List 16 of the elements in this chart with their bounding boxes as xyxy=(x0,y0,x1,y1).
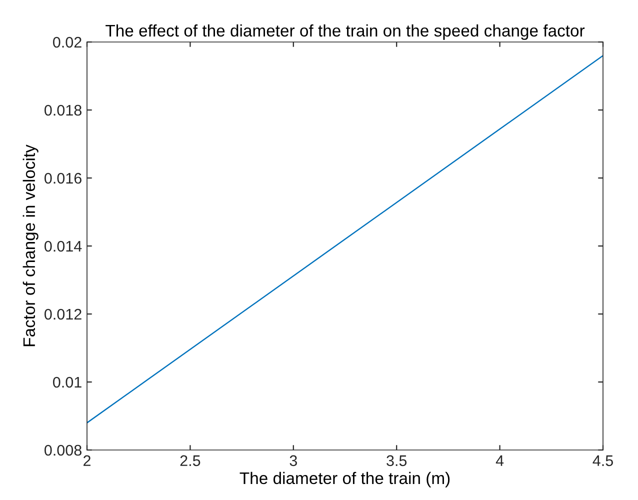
y-axis-title: Factor of change in velocity xyxy=(22,144,38,346)
x-tick-label: 2.5 xyxy=(180,455,200,466)
y-tick-label: 0.01 xyxy=(53,376,82,388)
x-axis-title: The diameter of the train (m) xyxy=(240,472,450,488)
y-tick-label: 0.018 xyxy=(44,104,82,116)
y-tick-label: 0.016 xyxy=(44,172,82,184)
y-tick-label: 0.008 xyxy=(44,444,82,456)
y-tick-label: 0.012 xyxy=(44,308,82,320)
x-tick-label: 3 xyxy=(290,455,297,466)
x-tick-label: 3.5 xyxy=(386,455,407,466)
chart-title: The effect of the diameter of the train on the speed change factor xyxy=(106,24,585,40)
x-tick-label: 4 xyxy=(496,455,504,466)
x-tick-label: 2 xyxy=(84,455,90,466)
y-tick-label: 0.014 xyxy=(44,240,82,252)
x-tick-label: 4.5 xyxy=(592,455,613,466)
y-tick-label: 0.02 xyxy=(53,36,82,48)
